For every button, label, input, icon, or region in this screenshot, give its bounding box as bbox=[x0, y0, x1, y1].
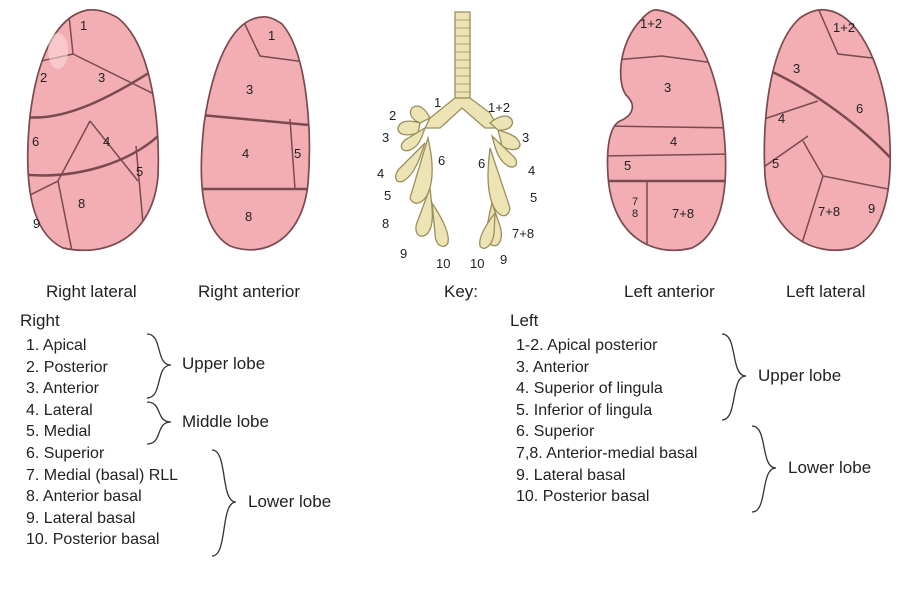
brace-right-middle bbox=[145, 400, 175, 448]
lobe-label-right-middle: Middle lobe bbox=[182, 412, 269, 432]
bronchi-label: 2 bbox=[389, 108, 396, 123]
legend-item: 7. Medial (basal) RLL bbox=[26, 465, 178, 487]
seg-label: 4 bbox=[103, 134, 110, 149]
caption-right-anterior: Right anterior bbox=[198, 282, 300, 302]
seg-label: 4 bbox=[242, 146, 249, 161]
caption-key: Key: bbox=[444, 282, 478, 302]
legend-item: 4. Superior of lingula bbox=[516, 378, 697, 400]
lobe-label-left-upper: Upper lobe bbox=[758, 366, 841, 386]
seg-label: 1 bbox=[268, 28, 275, 43]
lung-outline bbox=[28, 10, 159, 251]
legend-left-title: Left bbox=[510, 310, 697, 333]
brace-left-upper bbox=[720, 332, 750, 424]
seg-label: 5 bbox=[624, 158, 631, 173]
legend-item: 3. Anterior bbox=[516, 357, 697, 379]
bronchi-label: 5 bbox=[530, 190, 537, 205]
bronchial-tree: 1 2 3 4 6 5 8 9 10 1+2 3 4 6 5 7+8 9 10 bbox=[370, 8, 555, 283]
bronchi-label: 1+2 bbox=[488, 100, 510, 115]
bronchi-label: 10 bbox=[436, 256, 450, 271]
lobe-label-right-upper: Upper lobe bbox=[182, 354, 265, 374]
seg-label: 9 bbox=[33, 216, 40, 231]
bronchi-label: 3 bbox=[522, 130, 529, 145]
bronchi-label: 7+8 bbox=[512, 226, 534, 241]
lobe-label-right-lower: Lower lobe bbox=[248, 492, 331, 512]
legend-right-title: Right bbox=[20, 310, 178, 333]
seg-label: 1+2 bbox=[640, 16, 662, 31]
seg-label: 5 bbox=[294, 146, 301, 161]
seg-label: 8 bbox=[245, 209, 252, 224]
legend-left-list: 1-2. Apical posterior 3. Anterior 4. Sup… bbox=[510, 335, 697, 508]
seg-label: 7+8 bbox=[672, 206, 694, 221]
bronchi-label: 10 bbox=[470, 256, 484, 271]
seg-label: 8 bbox=[78, 196, 85, 211]
legend-item: 8. Anterior basal bbox=[26, 486, 178, 508]
lung-right-anterior: 1 3 4 5 8 bbox=[190, 14, 315, 254]
bronchi-label: 6 bbox=[478, 156, 485, 171]
brace-right-lower bbox=[210, 448, 240, 560]
seg-label: 5 bbox=[136, 164, 143, 179]
lobe-label-left-lower: Lower lobe bbox=[788, 458, 871, 478]
legend-item: 7,8. Anterior-medial basal bbox=[516, 443, 697, 465]
bronchi-label: 9 bbox=[500, 252, 507, 267]
caption-left-lateral: Left lateral bbox=[786, 282, 865, 302]
legend-item: 5. Inferior of lingula bbox=[516, 400, 697, 422]
seg-label: 1+2 bbox=[833, 20, 855, 35]
brace-left-lower bbox=[750, 424, 780, 516]
seg-label: 3 bbox=[793, 61, 800, 76]
legend-item: 9. Lateral basal bbox=[26, 508, 178, 530]
caption-left-anterior: Left anterior bbox=[624, 282, 715, 302]
seg-label: 4 bbox=[778, 111, 785, 126]
legend-item: 9. Lateral basal bbox=[516, 465, 697, 487]
lung-right-lateral: 1 2 3 6 4 8 5 9 bbox=[18, 6, 163, 256]
lung-left-lateral: 1+2 3 6 4 5 7+8 9 bbox=[758, 6, 898, 256]
seg-label: 3 bbox=[664, 80, 671, 95]
legend-left: Left 1-2. Apical posterior 3. Anterior 4… bbox=[510, 310, 697, 508]
seg-label: 7 bbox=[632, 196, 638, 208]
bronchi-label: 9 bbox=[400, 246, 407, 261]
seg-label: 1 bbox=[80, 18, 87, 33]
brace-right-upper bbox=[145, 332, 175, 402]
lung-left-anterior: 1+2 3 4 5 7+8 7 8 bbox=[602, 6, 737, 256]
bronchi-label: 8 bbox=[382, 216, 389, 231]
legend-item: 6. Superior bbox=[516, 421, 697, 443]
lung-outline bbox=[608, 10, 726, 250]
seg-label: 6 bbox=[856, 101, 863, 116]
legend-item: 10. Posterior basal bbox=[26, 529, 178, 551]
seg-label: 5 bbox=[772, 156, 779, 171]
bronchi-label: 4 bbox=[377, 166, 384, 181]
lung-outline bbox=[201, 17, 309, 250]
seg-label: 8 bbox=[632, 208, 638, 220]
legend-item: 10. Posterior basal bbox=[516, 486, 697, 508]
seg-label: 3 bbox=[98, 70, 105, 85]
bronchi-label: 1 bbox=[434, 95, 441, 110]
bronchi-label: 6 bbox=[438, 153, 445, 168]
bronchi-label: 3 bbox=[382, 130, 389, 145]
bronchi-label: 4 bbox=[528, 163, 535, 178]
seg-label: 9 bbox=[868, 201, 875, 216]
seg-label: 6 bbox=[32, 134, 39, 149]
seg-label: 2 bbox=[40, 70, 47, 85]
seg-label: 7+8 bbox=[818, 204, 840, 219]
bronchi-label: 5 bbox=[384, 188, 391, 203]
seg-label: 4 bbox=[670, 134, 677, 149]
legend-item: 1-2. Apical posterior bbox=[516, 335, 697, 357]
seg-label: 3 bbox=[246, 82, 253, 97]
caption-right-lateral: Right lateral bbox=[46, 282, 137, 302]
